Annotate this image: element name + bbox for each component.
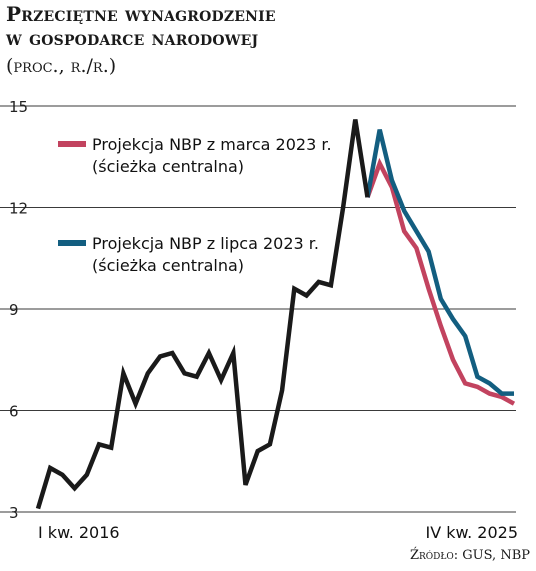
x-start-label: I kw. 2016 bbox=[38, 523, 120, 542]
x-end-label: IV kw. 2025 bbox=[425, 523, 518, 542]
chart-title: Przeciętne wynagrodzenie w gospodarce na… bbox=[6, 2, 276, 50]
series-line-actual bbox=[35, 119, 370, 510]
y-tick-label: 3 bbox=[9, 504, 19, 522]
source-note: Źródło: GUS, NBP bbox=[409, 548, 530, 563]
legend: Projekcja NBP z marca 2023 r. (ścieżka c… bbox=[58, 135, 332, 275]
series-line-march bbox=[365, 157, 516, 406]
y-axis-ticks: 3 6 9 12 15 bbox=[9, 98, 28, 522]
series-line-july bbox=[365, 129, 514, 396]
legend-label-march-line1: Projekcja NBP z marca 2023 r. bbox=[92, 135, 332, 154]
series-lines bbox=[35, 119, 516, 510]
legend-label-july-line2: (ścieżka centralna) bbox=[92, 256, 244, 275]
y-tick-label: 9 bbox=[9, 301, 19, 319]
gridlines bbox=[0, 105, 516, 513]
legend-label-july-line1: Projekcja NBP z lipca 2023 r. bbox=[92, 234, 319, 253]
y-tick-label: 12 bbox=[9, 200, 28, 218]
chart-title-line2: w gospodarce narodowej bbox=[6, 26, 259, 50]
x-axis: I kw. 2016 IV kw. 2025 bbox=[38, 523, 518, 542]
y-tick-label: 15 bbox=[9, 98, 28, 116]
y-tick-label: 6 bbox=[9, 403, 19, 421]
legend-label-march-line2: (ścieżka centralna) bbox=[92, 157, 244, 176]
chart-subtitle: (proc., r./r.) bbox=[6, 55, 117, 77]
chart-title-line1: Przeciętne wynagrodzenie bbox=[6, 2, 276, 26]
